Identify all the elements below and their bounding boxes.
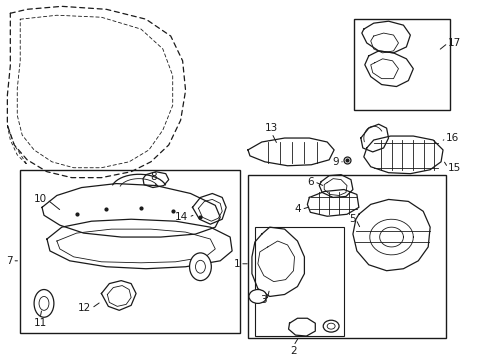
Text: 8: 8 xyxy=(150,172,157,181)
Ellipse shape xyxy=(248,289,266,303)
Bar xyxy=(254,227,344,336)
Text: 15: 15 xyxy=(447,163,460,173)
Text: 9: 9 xyxy=(332,157,338,167)
Text: 7: 7 xyxy=(6,256,12,266)
Text: 1: 1 xyxy=(233,259,240,269)
Bar xyxy=(247,175,445,338)
Text: 16: 16 xyxy=(445,133,458,143)
Text: 17: 17 xyxy=(447,38,460,48)
Text: 5: 5 xyxy=(348,214,355,224)
Ellipse shape xyxy=(323,320,338,332)
Text: 2: 2 xyxy=(289,346,296,356)
Ellipse shape xyxy=(195,260,205,273)
Text: 11: 11 xyxy=(33,318,46,328)
Text: 6: 6 xyxy=(307,177,314,186)
Ellipse shape xyxy=(189,253,211,280)
Text: 4: 4 xyxy=(294,204,301,214)
Text: 3: 3 xyxy=(260,296,266,305)
Text: 10: 10 xyxy=(34,194,47,204)
Ellipse shape xyxy=(326,323,334,329)
Bar xyxy=(353,19,449,110)
Ellipse shape xyxy=(34,289,54,317)
Text: 12: 12 xyxy=(78,303,91,313)
Text: 14: 14 xyxy=(175,212,188,222)
Ellipse shape xyxy=(39,297,49,310)
Bar xyxy=(20,170,240,333)
Text: 13: 13 xyxy=(264,123,278,133)
